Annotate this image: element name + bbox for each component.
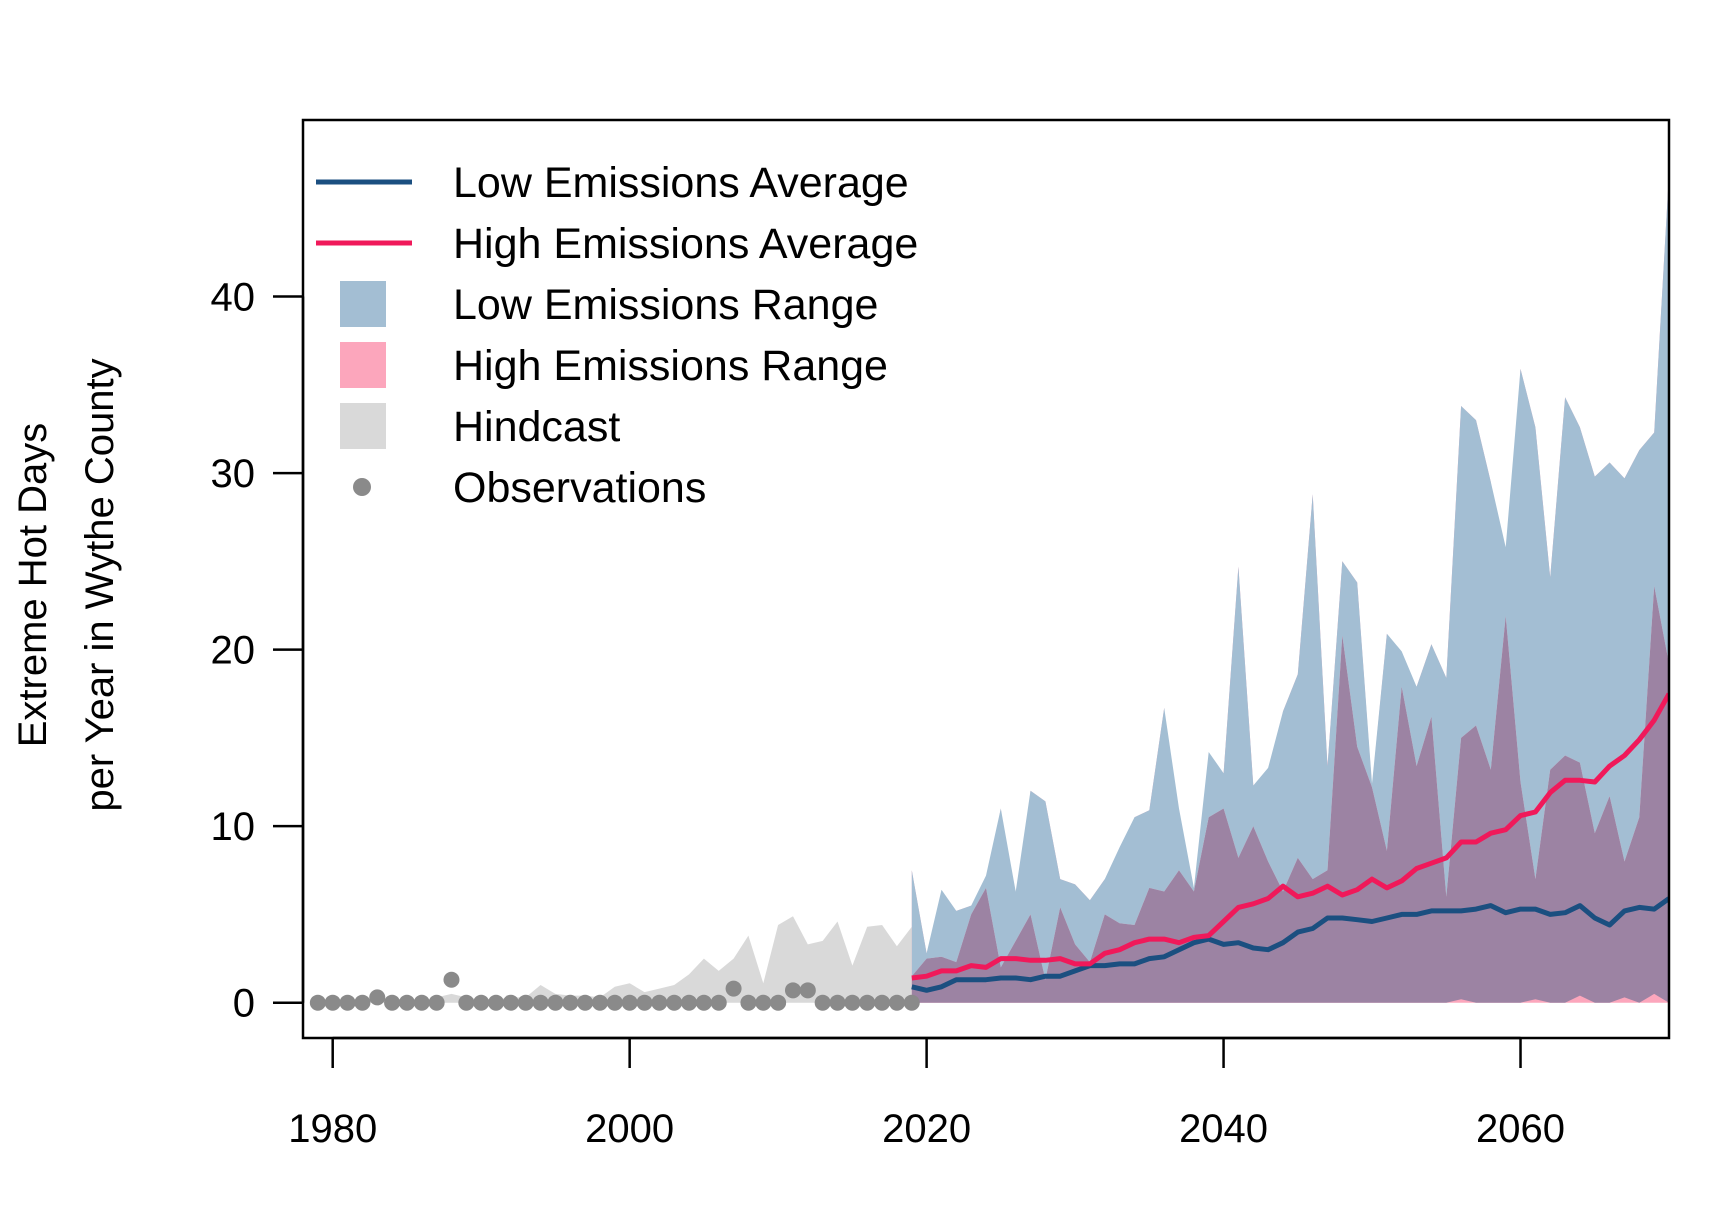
x-axis: 1980 2000 2020 2040 2060 — [288, 1036, 1565, 1151]
observation-point — [799, 982, 816, 999]
observation-point — [473, 994, 490, 1011]
x-tick-label: 2060 — [1476, 1107, 1565, 1151]
y-tick-label: 20 — [211, 629, 256, 673]
legend: Low Emissions Average High Emissions Aver… — [316, 159, 918, 512]
observation-point — [354, 994, 371, 1011]
observation-point — [903, 994, 920, 1011]
emissions-overlap-area — [911, 586, 1669, 1003]
y-axis-title-line-1: Extreme Hot Days — [11, 423, 55, 748]
legend-point-swatch — [353, 478, 371, 496]
observation-point — [562, 994, 579, 1011]
legend-item: Hindcast — [340, 403, 620, 451]
low-emissions-average-line — [911, 896, 1669, 993]
y-axis: 0 10 20 30 40 — [211, 276, 305, 1026]
high-emissions-average-line — [911, 692, 1669, 981]
low-emissions-range-area — [911, 173, 1669, 980]
observation-point — [428, 994, 445, 1011]
legend-box-swatch — [340, 403, 386, 449]
legend-label: High Emissions Range — [453, 342, 888, 390]
observation-point — [502, 994, 519, 1011]
legend-item: Low Emissions Average — [316, 159, 909, 207]
y-axis-title: Extreme Hot Days per Year in Wythe Count… — [11, 358, 122, 811]
observation-point — [458, 994, 475, 1011]
legend-box-swatch — [340, 342, 386, 388]
legend-label: High Emissions Average — [453, 220, 918, 268]
observation-point — [606, 994, 623, 1011]
y-tick-label: 40 — [211, 276, 256, 320]
observation-point — [770, 994, 787, 1011]
observation-point — [398, 994, 415, 1011]
observation-point — [443, 971, 460, 988]
observation-point — [384, 994, 401, 1011]
legend-item: High Emissions Average — [316, 220, 918, 268]
legend-label: Hindcast — [453, 403, 620, 451]
observation-point — [532, 994, 549, 1011]
observation-point — [844, 994, 861, 1011]
observation-point — [651, 994, 668, 1011]
x-tick-label: 2000 — [585, 1107, 674, 1151]
legend-item: High Emissions Range — [340, 342, 888, 390]
observation-point — [369, 989, 386, 1006]
legend-label: Observations — [453, 464, 706, 512]
legend-label: Low Emissions Range — [453, 281, 878, 329]
x-tick-label: 2020 — [882, 1107, 971, 1151]
observation-point — [725, 980, 742, 997]
y-axis-title-line-2: per Year in Wythe County — [78, 358, 122, 811]
observation-point — [666, 994, 683, 1011]
observation-point — [591, 994, 608, 1011]
observation-point — [695, 994, 712, 1011]
observation-point — [413, 994, 430, 1011]
plot-areas — [309, 173, 1669, 1011]
observation-point — [488, 994, 505, 1011]
hindcast-area — [317, 916, 912, 1003]
y-tick-label: 30 — [211, 452, 256, 496]
observation-point — [784, 982, 801, 999]
observation-points — [309, 971, 920, 1011]
observation-point — [547, 994, 564, 1011]
observation-point — [888, 994, 905, 1011]
observation-point — [859, 994, 876, 1011]
y-tick-label: 0 — [233, 982, 255, 1026]
observation-point — [636, 994, 653, 1011]
observation-point — [339, 994, 356, 1011]
observation-point — [740, 994, 757, 1011]
x-tick-label: 2040 — [1179, 1107, 1268, 1151]
observation-point — [829, 994, 846, 1011]
observation-point — [710, 994, 727, 1011]
x-tick-label: 1980 — [288, 1107, 377, 1151]
observation-point — [874, 994, 891, 1011]
observation-point — [755, 994, 772, 1011]
observation-point — [814, 994, 831, 1011]
y-tick-label: 10 — [211, 805, 256, 849]
observation-point — [324, 994, 341, 1011]
observation-point — [681, 994, 698, 1011]
legend-label: Low Emissions Average — [453, 159, 909, 207]
observation-point — [517, 994, 534, 1011]
legend-box-swatch — [340, 281, 386, 327]
legend-item: Observations — [353, 464, 706, 512]
legend-item: Low Emissions Range — [340, 281, 878, 329]
observation-point — [577, 994, 594, 1011]
observation-point — [309, 994, 326, 1011]
observation-point — [621, 994, 638, 1011]
